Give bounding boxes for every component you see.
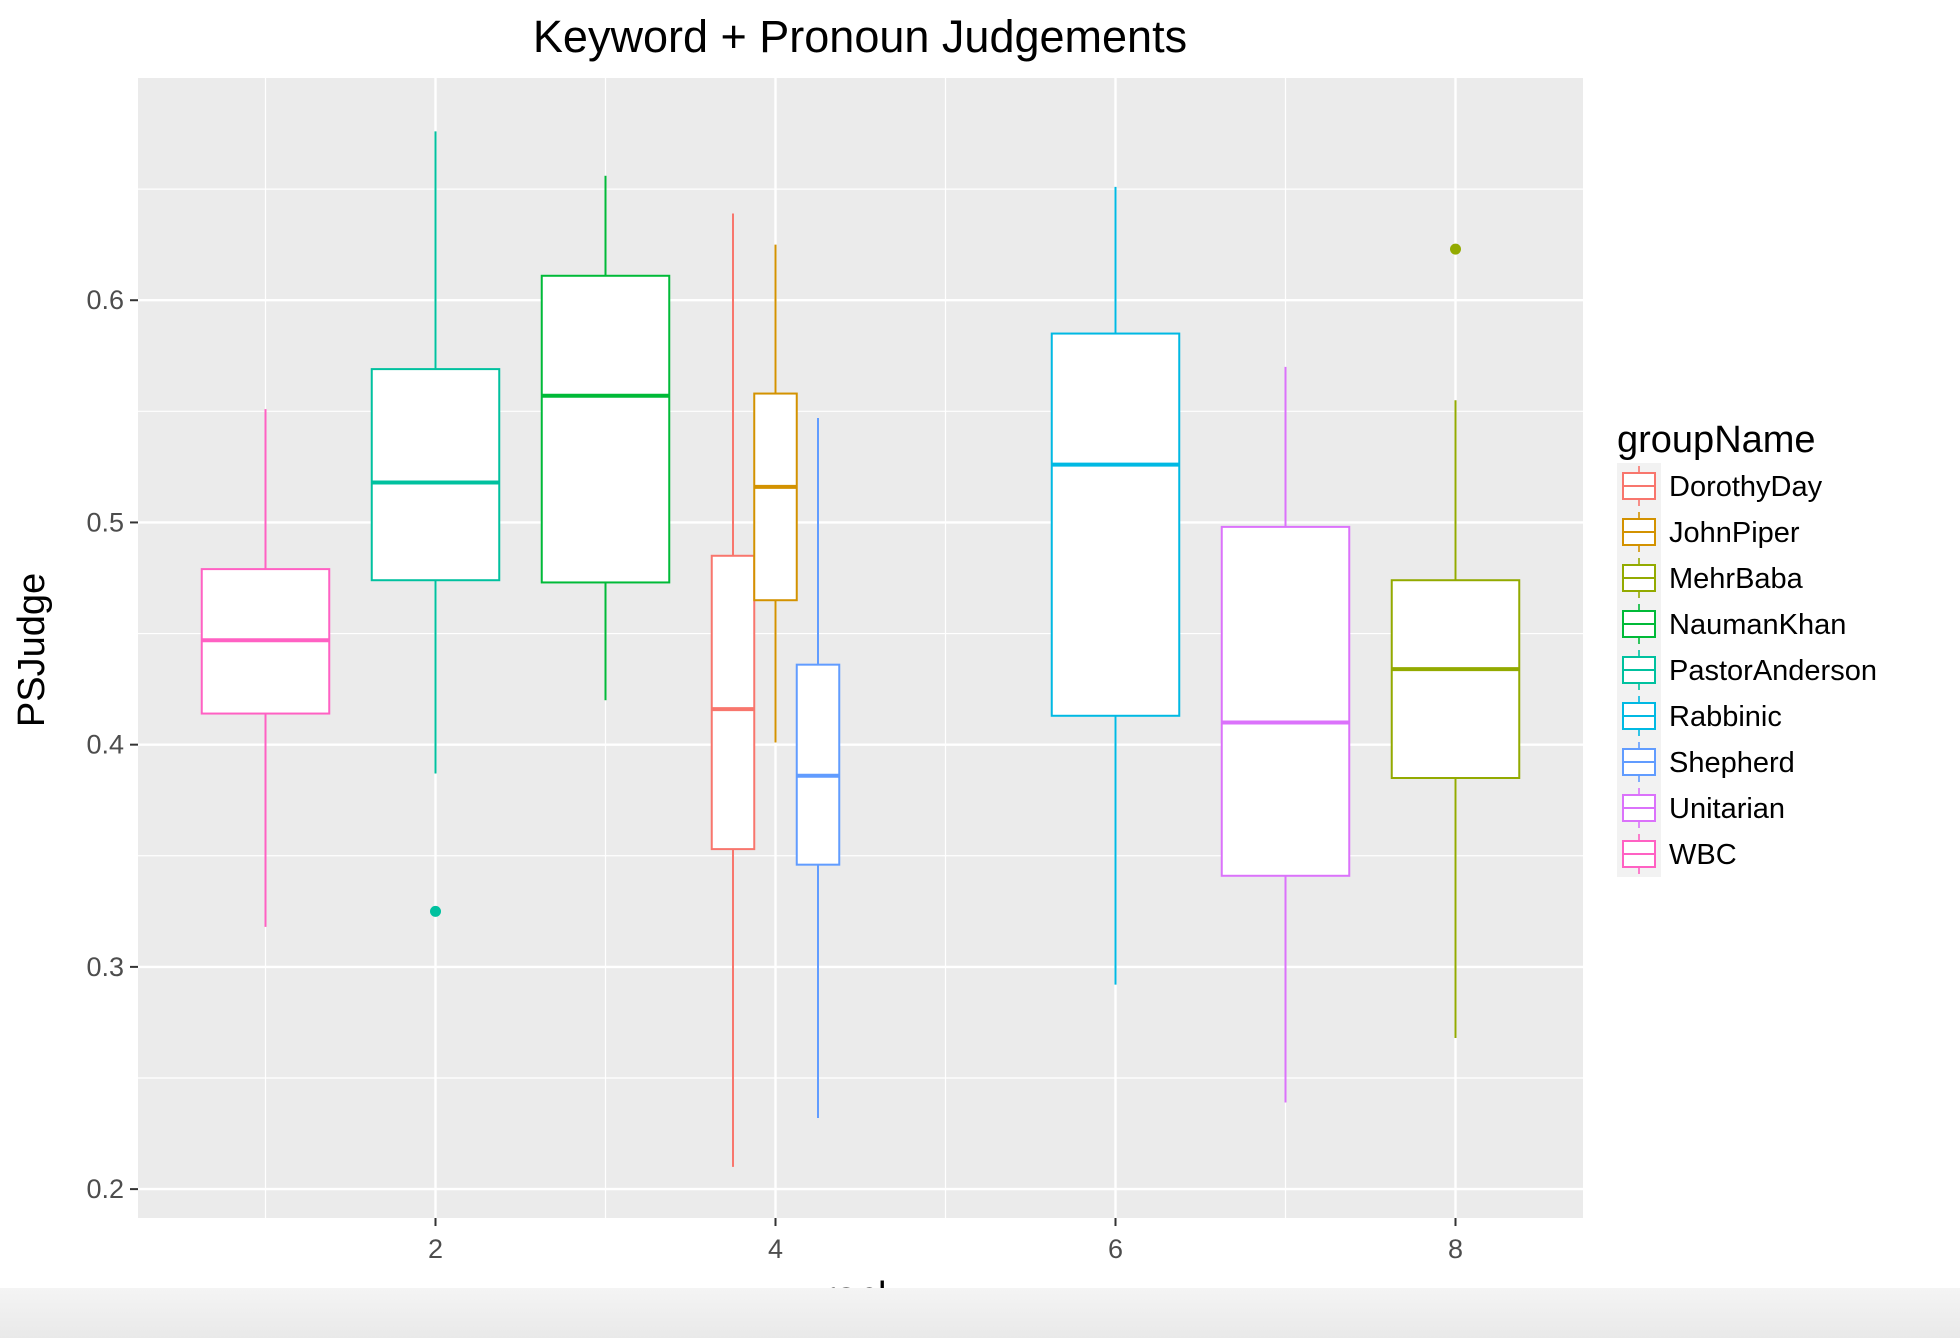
- chart-title: Keyword + Pronoun Judgements: [533, 11, 1187, 62]
- legend-item-dorothyday: DorothyDay: [1617, 463, 1823, 509]
- legend-label: Unitarian: [1669, 793, 1785, 825]
- legend-item-pastoranderson: PastorAnderson: [1617, 647, 1877, 693]
- window-bottom-bar: [0, 1288, 1960, 1338]
- legend-label: NaumanKhan: [1669, 609, 1846, 641]
- box-iqr: [540, 274, 671, 584]
- x-tick-label: 2: [428, 1234, 443, 1264]
- boxes: [200, 131, 1521, 1167]
- y-tick-label: 0.2: [86, 1174, 124, 1204]
- y-axis-title: PSJudge: [11, 573, 53, 727]
- legend-label: Shepherd: [1669, 747, 1795, 779]
- legend-item-naumankhan: NaumanKhan: [1617, 601, 1846, 647]
- x-tick-label: 4: [768, 1234, 783, 1264]
- box-iqr: [753, 392, 798, 602]
- legend-label: WBC: [1669, 839, 1737, 871]
- box-unitarian: [1220, 366, 1351, 1103]
- legend-item-rabbinic: Rabbinic: [1617, 693, 1782, 739]
- y-tick-label: 0.3: [86, 952, 124, 982]
- box-naumankhan: [540, 175, 671, 701]
- legend-label: MehrBaba: [1669, 563, 1804, 595]
- box-iqr: [1390, 579, 1521, 779]
- y-tick-label: 0.5: [86, 507, 124, 537]
- plot-panel: [138, 78, 1583, 1218]
- legend-label: PastorAnderson: [1669, 655, 1877, 687]
- box-dorothyday: [710, 213, 756, 1167]
- box-rabbinic: [1050, 186, 1181, 985]
- box-pastoranderson: [370, 131, 501, 917]
- legend-title: groupName: [1617, 419, 1816, 461]
- outlier-point: [1450, 243, 1461, 255]
- box-iqr: [1050, 332, 1181, 717]
- legend-item-wbc: WBC: [1617, 831, 1737, 877]
- legend-item-shepherd: Shepherd: [1617, 739, 1795, 785]
- y-tick-label: 0.4: [86, 730, 124, 760]
- legend-label: JohnPiper: [1669, 517, 1800, 549]
- box-mehrbaba: [1390, 243, 1521, 1038]
- y-tick-label: 0.6: [86, 285, 124, 315]
- x-tick-label: 6: [1108, 1234, 1123, 1264]
- box-iqr: [710, 554, 756, 851]
- box-shepherd: [795, 418, 841, 1118]
- box-iqr: [1220, 525, 1351, 877]
- x-tick-label: 8: [1448, 1234, 1463, 1264]
- box-iqr: [370, 368, 501, 582]
- outlier-point: [430, 905, 441, 917]
- legend-items: DorothyDay JohnPiper MehrBaba NaumanKhan Pas…: [1617, 463, 1877, 877]
- legend-label: Rabbinic: [1669, 701, 1782, 733]
- box-iqr: [795, 663, 841, 866]
- y-axis-ticks: 0.2 0.3 0.4 0.5 0.6: [86, 285, 138, 1204]
- legend-label: DorothyDay: [1669, 471, 1823, 503]
- legend-item-johnpiper: JohnPiper: [1617, 509, 1800, 555]
- x-axis-ticks: 2 4 6 8: [428, 1218, 1463, 1264]
- legend-item-unitarian: Unitarian: [1617, 785, 1785, 831]
- legend: groupName DorothyDay JohnPiper MehrBaba Nau…: [1617, 419, 1877, 877]
- box-wbc: [200, 409, 331, 927]
- box-johnpiper: [753, 244, 798, 743]
- legend-item-mehrbaba: MehrBaba: [1617, 555, 1804, 601]
